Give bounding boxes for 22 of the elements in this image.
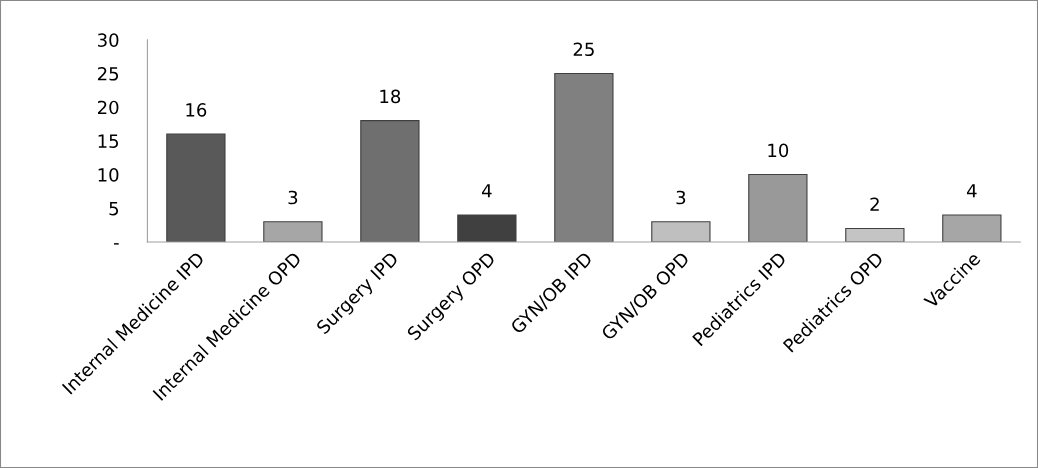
bar xyxy=(554,72,614,242)
y-tick-label: - xyxy=(113,243,119,245)
y-tick-label: 30 xyxy=(98,33,119,47)
data-label: 3 xyxy=(676,190,686,205)
bar xyxy=(845,227,905,242)
data-label: 10 xyxy=(768,143,789,158)
y-tick-label: 25 xyxy=(97,66,119,81)
data-label: 4 xyxy=(967,184,977,198)
y-tick-label: 15 xyxy=(98,134,119,148)
data-label: 3 xyxy=(288,190,298,205)
y-tick-label: 5 xyxy=(109,201,119,216)
data-label: 2 xyxy=(870,197,879,211)
bar xyxy=(651,221,711,242)
data-label: 18 xyxy=(380,89,401,104)
data-label: 25 xyxy=(573,42,594,57)
data-label: 4 xyxy=(482,184,492,198)
y-tick-label: 10 xyxy=(98,168,119,182)
bar xyxy=(457,214,517,242)
bar xyxy=(360,120,420,242)
bar xyxy=(166,133,226,242)
y-tick-label: 20 xyxy=(97,100,119,115)
data-label: 16 xyxy=(186,103,207,117)
